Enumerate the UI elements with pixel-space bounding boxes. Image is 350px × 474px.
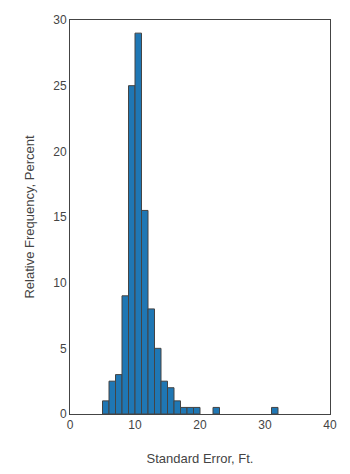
svg-text:20: 20 [193, 418, 207, 432]
svg-text:25: 25 [53, 79, 67, 93]
svg-text:Relative Frequency, Percent: Relative Frequency, Percent [22, 135, 37, 298]
svg-text:10: 10 [53, 276, 67, 290]
svg-text:30: 30 [258, 418, 272, 432]
svg-text:0: 0 [60, 407, 67, 421]
svg-text:40: 40 [323, 418, 337, 432]
svg-text:Standard Error, Ft.: Standard Error, Ft. [147, 451, 254, 466]
svg-text:20: 20 [53, 145, 67, 159]
svg-text:10: 10 [128, 418, 142, 432]
svg-text:0: 0 [67, 418, 74, 432]
svg-text:30: 30 [53, 13, 67, 27]
svg-text:15: 15 [53, 210, 67, 224]
svg-text:5: 5 [60, 342, 67, 356]
